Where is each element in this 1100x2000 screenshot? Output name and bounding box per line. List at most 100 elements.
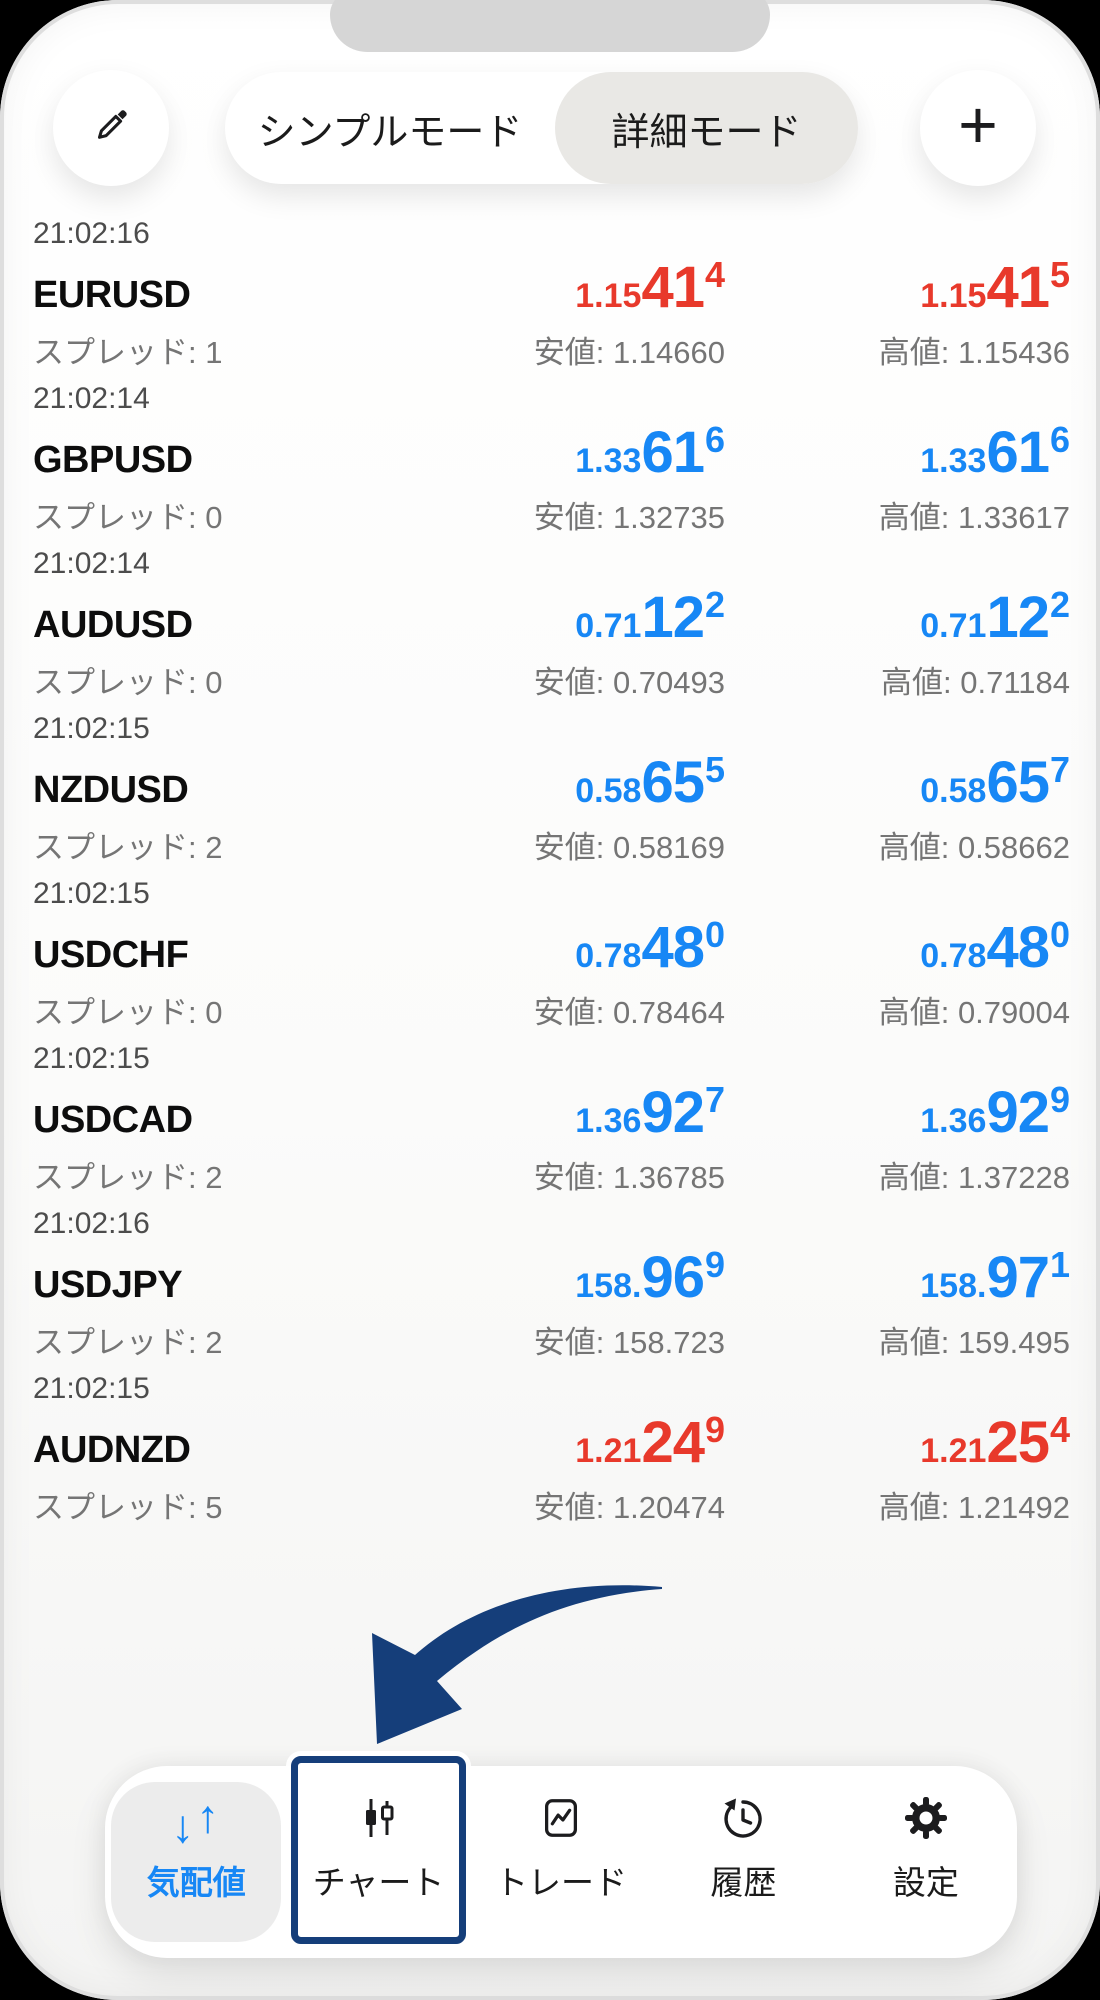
chart-candles-icon	[355, 1794, 403, 1847]
low-value: 安値: 158.723	[533, 1325, 725, 1360]
history-clock-icon	[719, 1794, 767, 1847]
tab-trade[interactable]: トレード	[470, 1766, 652, 1958]
high-value: 高値: 1.21492	[878, 1490, 1070, 1525]
tab-label: 設定	[892, 1864, 959, 1901]
tab-settings[interactable]: 設定	[835, 1766, 1017, 1958]
bid-price-big: 65	[641, 750, 705, 815]
ask-price-main: 0.71	[920, 607, 987, 645]
bid-price: 1.33616	[380, 419, 725, 486]
bid-price: 1.21249	[380, 1409, 725, 1476]
ask-price-big: 65	[986, 750, 1050, 815]
ask-price-main: 158.	[920, 1267, 987, 1305]
quote-row[interactable]: 21:02:16 USDJPY 158.969 158.971 スプレッド: 2…	[0, 1190, 1100, 1360]
add-symbol-button[interactable]: +	[920, 70, 1036, 186]
ask-price-main: 0.58	[920, 772, 987, 810]
tab-quotes[interactable]: ↓↑ 気配値	[105, 1766, 287, 1958]
mode-toggle: シンプルモード 詳細モード	[225, 72, 858, 184]
high-value: 高値: 0.58662	[878, 830, 1070, 865]
ask-price-main: 1.36	[920, 1102, 987, 1140]
simple-mode-button[interactable]: シンプルモード	[257, 111, 523, 154]
tab-label: トレード	[495, 1864, 628, 1901]
quote-row[interactable]: 21:02:14 AUDUSD 0.71122 0.71122 スプレッド: 0…	[0, 530, 1100, 700]
low-value: 安値: 0.70493	[533, 665, 725, 700]
pencil-icon	[88, 103, 134, 154]
bid-price: 1.15414	[380, 254, 725, 321]
tab-label: チャート	[312, 1864, 445, 1901]
quote-row[interactable]: 21:02:16 EURUSD 1.15414 1.15415 スプレッド: 1…	[0, 200, 1100, 370]
bid-price-pip: 9	[704, 1244, 725, 1285]
high-value: 高値: 0.79004	[878, 995, 1070, 1030]
high-value: 高値: 1.15436	[878, 335, 1070, 370]
ask-price-main: 0.78	[920, 937, 987, 975]
ask-price-big: 12	[986, 585, 1050, 650]
quote-row[interactable]: 21:02:15 USDCAD 1.36927 1.36929 スプレッド: 2…	[0, 1025, 1100, 1195]
tab-chart[interactable]: チャート	[287, 1756, 469, 1958]
quote-time: 21:02:15	[33, 877, 150, 910]
ask-price-big: 97	[986, 1245, 1050, 1310]
low-value: 安値: 1.20474	[533, 1490, 725, 1525]
bid-price: 1.36927	[380, 1079, 725, 1146]
quote-symbol: EURUSD	[33, 274, 191, 316]
quote-symbol: AUDUSD	[33, 604, 193, 646]
spread-value: スプレッド: 5	[33, 1490, 223, 1525]
quote-symbol: USDCAD	[33, 1099, 193, 1141]
bid-price-big: 48	[641, 915, 705, 980]
tab-label: 気配値	[146, 1864, 246, 1901]
ask-price: 1.21254	[725, 1409, 1070, 1476]
edit-button[interactable]	[53, 70, 169, 186]
ask-price: 0.71122	[725, 584, 1070, 651]
low-value: 安値: 0.58169	[533, 830, 725, 865]
quote-row[interactable]: 21:02:14 GBPUSD 1.33616 1.33616 スプレッド: 0…	[0, 365, 1100, 535]
plus-icon: +	[958, 87, 998, 163]
bid-price-pip: 4	[704, 254, 725, 295]
detail-mode-button[interactable]: 詳細モード	[555, 72, 858, 184]
quote-symbol: USDJPY	[33, 1264, 183, 1306]
bottom-nav: ↓↑ 気配値 チャート	[105, 1756, 1017, 1958]
quote-time: 21:02:15	[33, 712, 150, 745]
tab-history[interactable]: 履歴	[652, 1766, 834, 1958]
bid-price-big: 41	[641, 255, 705, 320]
bid-price-pip: 0	[704, 914, 725, 955]
low-value: 安値: 1.32735	[533, 500, 725, 535]
spread-value: スプレッド: 2	[33, 1160, 223, 1195]
bid-price-main: 0.78	[575, 937, 642, 975]
bid-price: 0.58655	[380, 749, 725, 816]
bid-price-main: 1.33	[575, 442, 642, 480]
ask-price-pip: 4	[1049, 1409, 1070, 1450]
top-bar: シンプルモード 詳細モード +	[0, 70, 1100, 186]
ask-price-big: 92	[986, 1080, 1050, 1145]
low-value: 安値: 0.78464	[533, 995, 725, 1030]
trade-chart-icon	[538, 1795, 584, 1846]
bid-price-main: 1.36	[575, 1102, 642, 1140]
ask-price-pip: 9	[1049, 1079, 1070, 1120]
bid-price-main: 1.15	[575, 277, 642, 315]
quote-row[interactable]: 21:02:15 AUDNZD 1.21249 1.21254 スプレッド: 5…	[0, 1355, 1100, 1525]
spread-value: スプレッド: 2	[33, 1325, 223, 1360]
quote-time: 21:02:16	[33, 1207, 150, 1240]
high-value: 高値: 0.71184	[881, 665, 1070, 700]
quote-time: 21:02:14	[33, 547, 150, 580]
ask-price: 0.58657	[725, 749, 1070, 816]
bid-price-big: 92	[641, 1080, 705, 1145]
annotation-arrow-icon	[372, 1585, 662, 1744]
quotes-arrows-icon: ↓↑	[171, 1790, 222, 1852]
ask-price-big: 25	[986, 1410, 1050, 1475]
quote-row[interactable]: 21:02:15 USDCHF 0.78480 0.78480 スプレッド: 0…	[0, 860, 1100, 1030]
quote-time: 21:02:15	[33, 1372, 150, 1405]
spread-value: スプレッド: 2	[33, 830, 223, 865]
ask-price-big: 48	[986, 915, 1050, 980]
phone-notch	[330, 0, 770, 52]
bid-price-pip: 6	[704, 419, 725, 460]
ask-price-pip: 1	[1049, 1244, 1070, 1285]
ask-price: 1.36929	[725, 1079, 1070, 1146]
ask-price: 1.15415	[725, 254, 1070, 321]
ask-price-pip: 2	[1049, 584, 1070, 625]
ask-price-main: 1.21	[920, 1432, 987, 1470]
bid-price-big: 12	[641, 585, 705, 650]
quote-row[interactable]: 21:02:15 NZDUSD 0.58655 0.58657 スプレッド: 2…	[0, 695, 1100, 865]
ask-price-pip: 0	[1049, 914, 1070, 955]
bid-price-main: 0.71	[575, 607, 642, 645]
ask-price: 0.78480	[725, 914, 1070, 981]
spread-value: スプレッド: 0	[33, 995, 223, 1030]
